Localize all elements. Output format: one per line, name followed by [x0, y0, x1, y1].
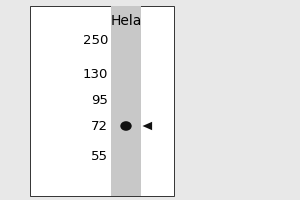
Bar [111, 6, 141, 196]
Text: 95: 95 [91, 94, 108, 106]
Polygon shape [142, 122, 152, 130]
Text: 130: 130 [82, 68, 108, 80]
Text: Hela: Hela [110, 14, 142, 28]
Ellipse shape [120, 121, 132, 131]
Bar [30, 6, 174, 196]
Text: 55: 55 [91, 150, 108, 162]
Text: 72: 72 [91, 119, 108, 132]
Text: 250: 250 [82, 33, 108, 46]
